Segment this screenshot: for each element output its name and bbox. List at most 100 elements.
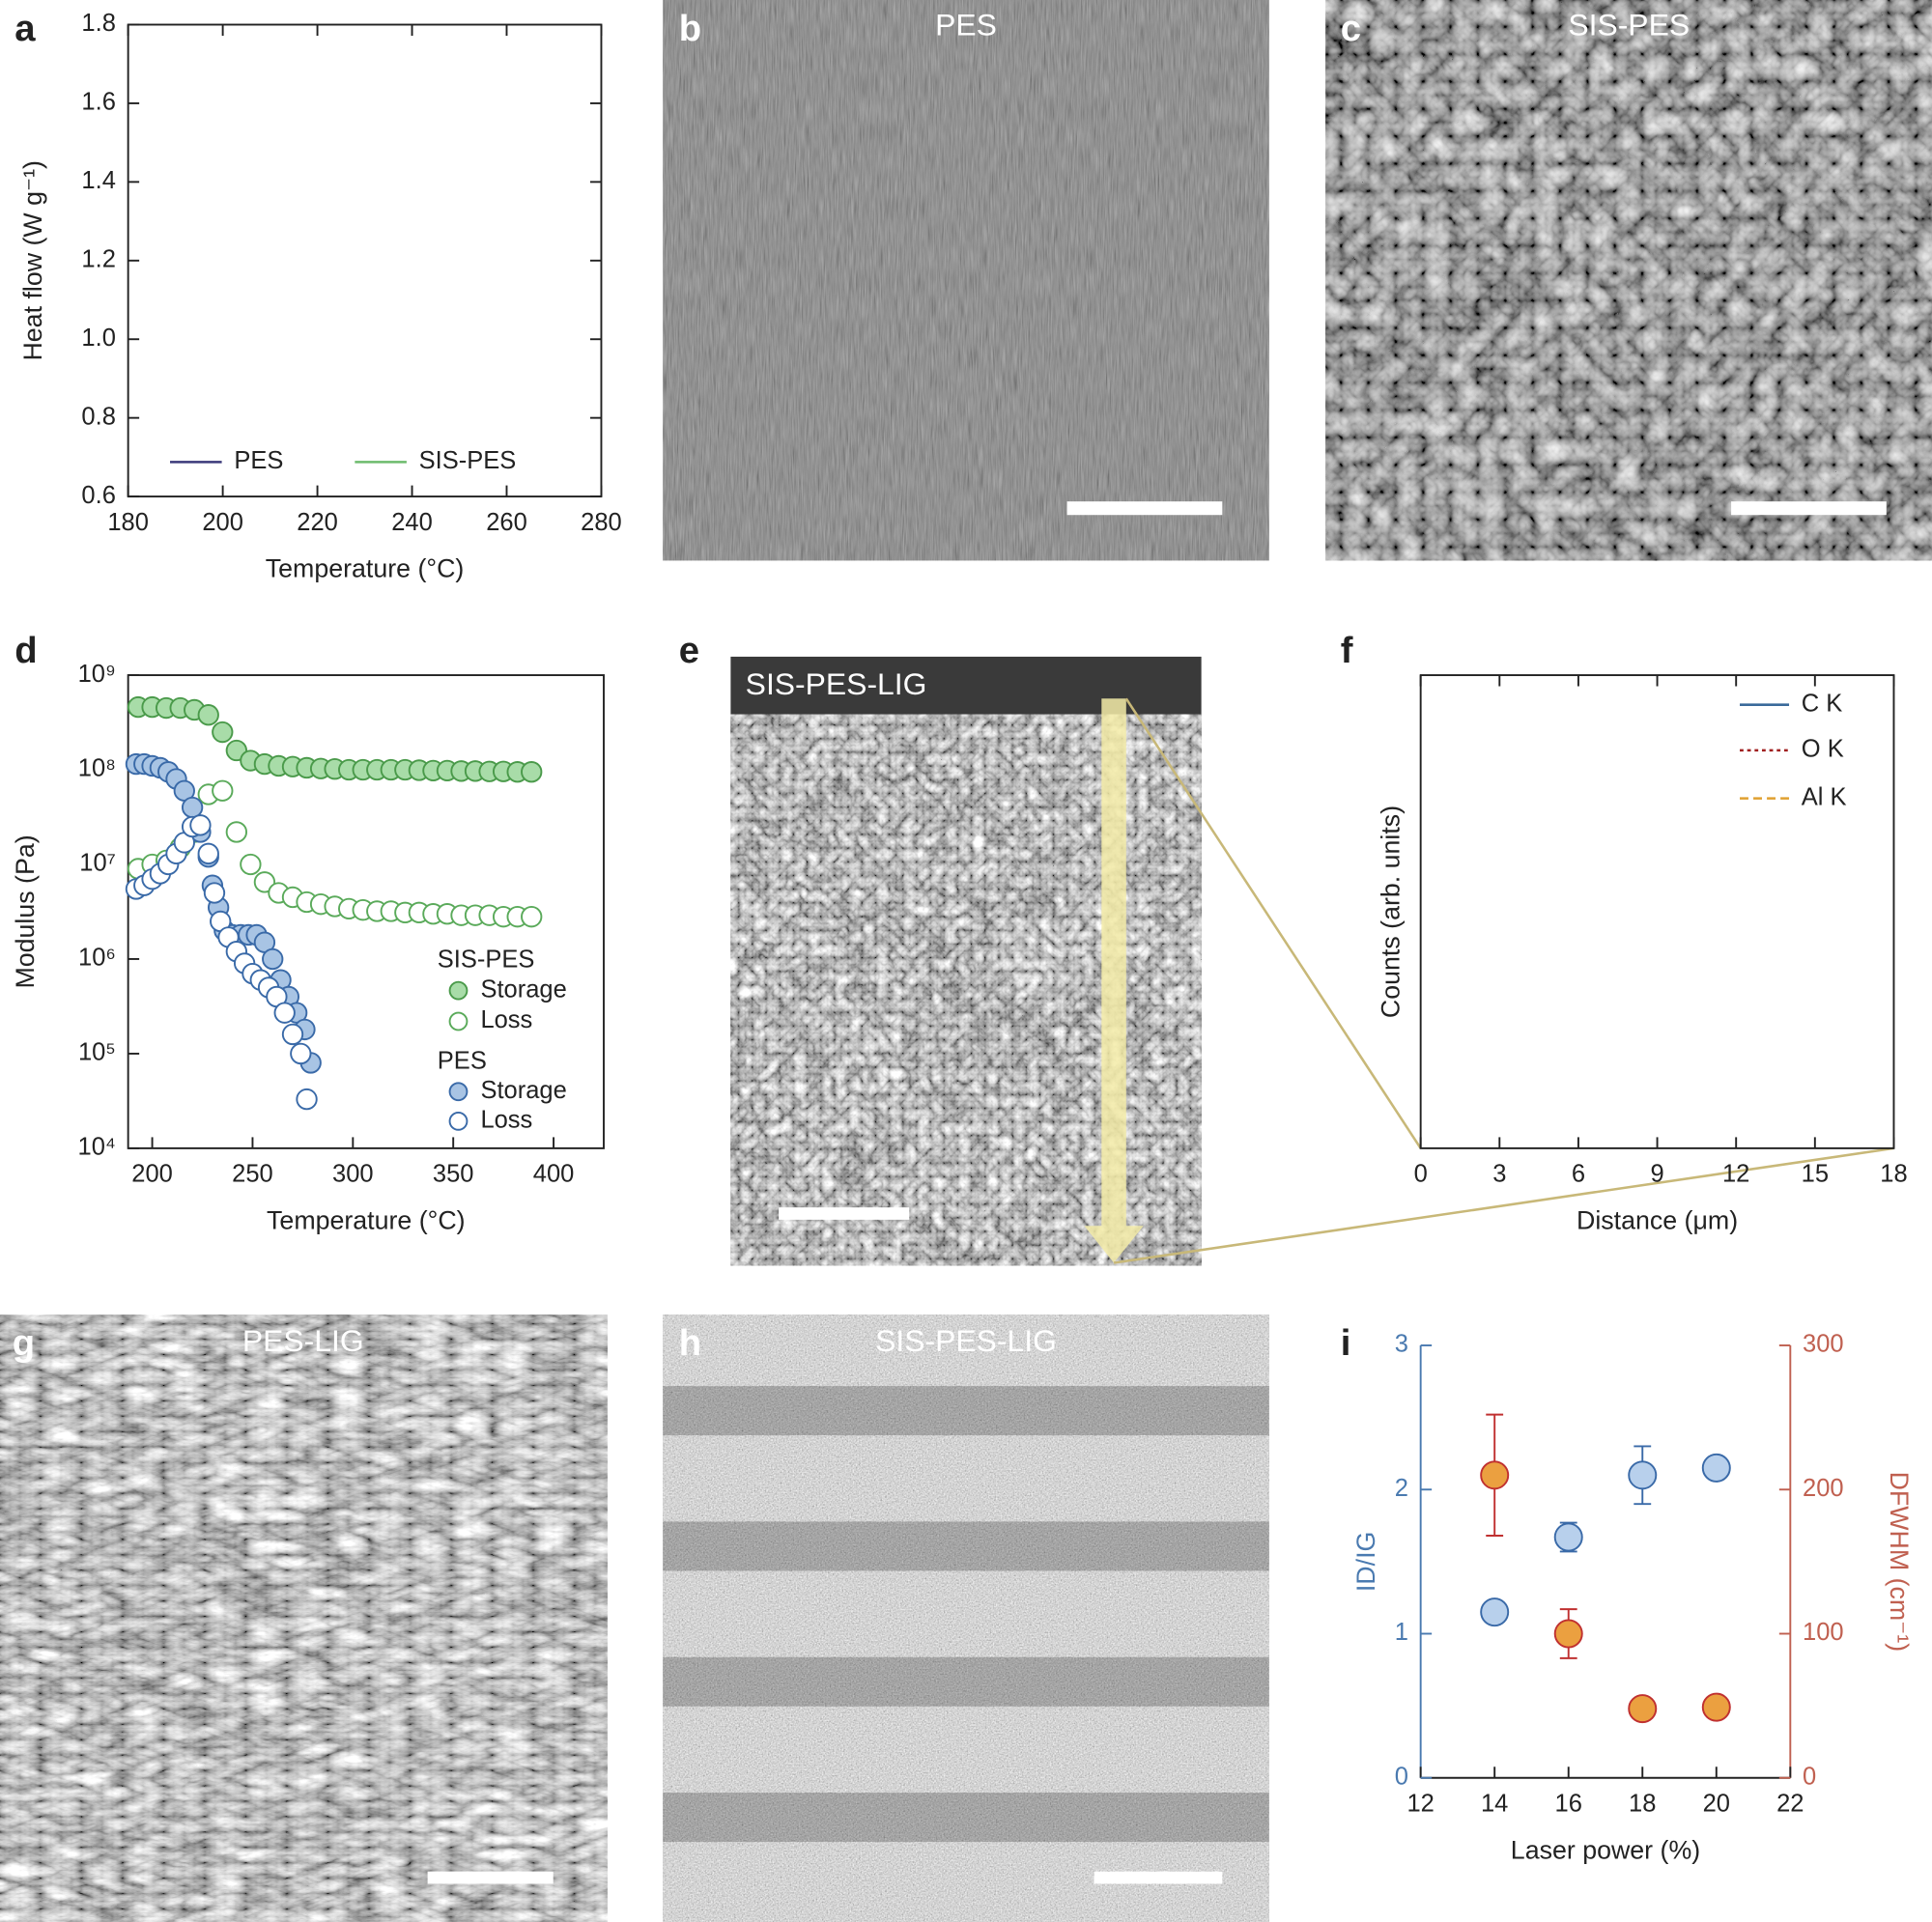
x-tick-label: 200: [202, 509, 243, 536]
x-tick-label: 15: [1802, 1161, 1829, 1188]
legend-label: Storage: [480, 975, 566, 1003]
x-tick-label: 20: [1703, 1791, 1730, 1818]
y2-tick-label: 300: [1803, 1331, 1844, 1358]
point: [253, 871, 276, 893]
x-axis-label: Laser power (%): [1511, 1835, 1700, 1864]
x-tick-label: 180: [107, 509, 149, 536]
legend-label: Storage: [480, 1077, 566, 1104]
point: [212, 779, 234, 802]
panel-letter: c: [1341, 8, 1361, 49]
panel-letter: e: [679, 630, 699, 671]
x-tick-label: 9: [1650, 1161, 1663, 1188]
point: [181, 796, 204, 819]
legend-swatch: [448, 1011, 469, 1032]
sem-texture: [663, 0, 1269, 561]
legend-swatch: [448, 980, 469, 1001]
x-tick-label: 400: [533, 1161, 575, 1188]
point: [1480, 1460, 1510, 1490]
x-tick-label: 3: [1492, 1161, 1506, 1188]
point: [225, 821, 247, 843]
point: [262, 947, 284, 971]
image-caption: SIS-PES-LIG: [746, 666, 927, 701]
point: [273, 1002, 296, 1024]
y-axis-label: Heat flow (W g⁻¹): [18, 160, 47, 360]
point: [296, 1088, 318, 1111]
panel-letter: f: [1341, 630, 1353, 671]
legend-label: PES: [234, 447, 283, 474]
legend-swatch: [448, 1082, 469, 1102]
y-tick-label: 10⁹: [78, 661, 116, 688]
y-tick-label: 10⁵: [78, 1039, 116, 1066]
point: [197, 842, 219, 864]
scale-bar: [1094, 1871, 1223, 1884]
panel-letter: g: [13, 1322, 35, 1364]
x-tick-label: 350: [433, 1161, 474, 1188]
y-tick-label: 1.2: [81, 246, 115, 273]
scale-bar: [427, 1871, 554, 1884]
x-tick-label: 14: [1481, 1791, 1508, 1818]
point: [1701, 1692, 1731, 1722]
y-tick-label: 10⁶: [78, 945, 116, 972]
point: [240, 853, 262, 876]
panel-letter: h: [679, 1322, 701, 1364]
legend-label: Loss: [480, 1006, 532, 1033]
x-tick-label: 18: [1880, 1161, 1907, 1188]
y-tick-label: 2: [1395, 1475, 1408, 1502]
arrow: [1084, 698, 1144, 1263]
panel-letter: b: [679, 8, 701, 49]
image-caption: PES-LIG: [242, 1323, 364, 1358]
point: [1628, 1460, 1658, 1490]
x-tick-label: 280: [581, 509, 622, 536]
sem-texture: [663, 1314, 1269, 1922]
y-axis-label: Modulus (Pa): [11, 834, 40, 988]
image-caption: SIS-PES: [1568, 7, 1690, 42]
point: [521, 905, 543, 928]
x-tick-label: 12: [1406, 1791, 1434, 1818]
plot-frame: [127, 674, 605, 1149]
x-tick-label: 16: [1555, 1791, 1582, 1818]
x-tick-label: 250: [232, 1161, 273, 1188]
y-axis-label: ID/IG: [1351, 1532, 1380, 1592]
y-tick-label: 1.4: [81, 167, 115, 194]
sem-texture: [730, 714, 1202, 1266]
x-tick-label: 200: [131, 1161, 173, 1188]
x-axis-label: Temperature (°C): [266, 554, 465, 583]
x-tick-label: 6: [1572, 1161, 1585, 1188]
image-caption: PES: [935, 7, 997, 42]
point: [1701, 1453, 1731, 1483]
sem-texture: [0, 1314, 608, 1922]
y-tick-label: 0.6: [81, 482, 115, 509]
x-tick-label: 240: [391, 509, 433, 536]
panel-letter: a: [14, 8, 36, 49]
point: [290, 1042, 312, 1065]
x-tick-label: 300: [332, 1161, 374, 1188]
point: [1628, 1694, 1658, 1724]
scale-bar: [779, 1207, 910, 1220]
legend-label: Loss: [480, 1107, 532, 1134]
point: [212, 721, 234, 744]
y-tick-label: 1.0: [81, 325, 115, 352]
y-tick-label: 0.8: [81, 403, 115, 430]
point: [281, 1023, 304, 1046]
y-tick-label: 10⁸: [78, 755, 116, 782]
y-tick-label: 1.8: [81, 10, 115, 37]
y-tick-label: 1.6: [81, 89, 115, 116]
y-axis-label: Counts (arb. units): [1376, 806, 1405, 1018]
legend-group: PES: [438, 1047, 487, 1074]
x-tick-label: 12: [1722, 1161, 1749, 1188]
y-tick-label: 3: [1395, 1331, 1408, 1358]
legend-swatch: [448, 1111, 469, 1131]
x-tick-label: 0: [1414, 1161, 1428, 1188]
point: [203, 882, 226, 904]
point: [1480, 1597, 1510, 1627]
scale-bar: [1731, 501, 1887, 516]
y-tick-label: 10⁴: [78, 1134, 116, 1161]
legend-label: SIS-PES: [419, 447, 517, 474]
y-tick-label: 1: [1395, 1619, 1408, 1646]
plot-frame: [127, 23, 603, 498]
zoom-line: [1113, 1146, 1894, 1264]
x-tick-label: 260: [486, 509, 527, 536]
panel-letter: d: [14, 630, 37, 671]
x-tick-label: 18: [1629, 1791, 1656, 1818]
